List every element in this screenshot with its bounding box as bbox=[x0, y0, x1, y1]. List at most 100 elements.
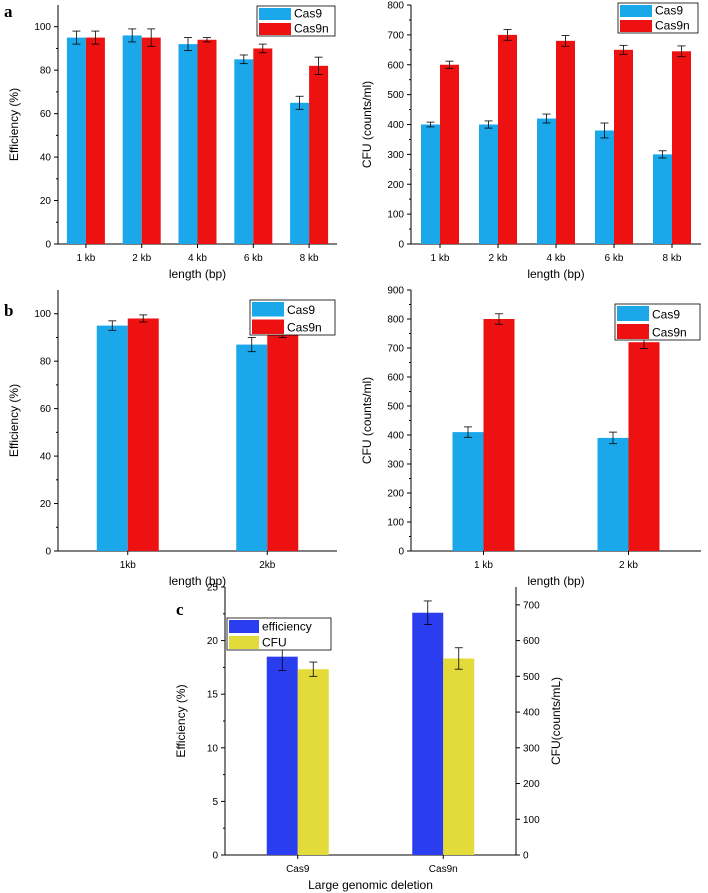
legend-swatch-cas9n bbox=[252, 319, 284, 334]
x-tick-label: 2 kb bbox=[489, 253, 508, 264]
y-tick-label: 100 bbox=[387, 518, 404, 529]
y-tick-label: 25 bbox=[207, 583, 219, 594]
x-tick-label: 4 kb bbox=[188, 253, 207, 264]
y-tick-label: 20 bbox=[40, 196, 52, 207]
legend-label-cas9n: Cas9n bbox=[652, 326, 687, 340]
x-tick-label: 6 kb bbox=[605, 253, 624, 264]
y-tick-label: 500 bbox=[387, 90, 404, 101]
bar-cas9n-3 bbox=[253, 48, 273, 244]
y-tick-label: 600 bbox=[387, 60, 404, 71]
x-tick-label: 8 kb bbox=[300, 253, 319, 264]
x-tick-label: Cas9n bbox=[429, 864, 458, 875]
bar-cas9n-4 bbox=[672, 51, 691, 245]
x-axis-label: length (bp) bbox=[169, 574, 226, 588]
chart-a-efficiency: 0 20 40 60 80 100 1 kb 2 kb 4 kb 6 kb 8 kb length (… bbox=[7, 5, 337, 281]
y-tick-label: 0 bbox=[212, 851, 218, 862]
bar-cas9-3 bbox=[595, 130, 614, 244]
x-tick-label: 6 kb bbox=[244, 253, 263, 264]
legend-label-cas9: Cas9 bbox=[294, 7, 322, 21]
bar-efficiency-1 bbox=[412, 612, 444, 855]
y-tick-label: 15 bbox=[207, 690, 219, 701]
bar-cas9-3 bbox=[234, 59, 254, 245]
bar-cas9n-1 bbox=[141, 37, 161, 244]
x-tick-label: 1 kb bbox=[76, 253, 95, 264]
y-axis-label: CFU (counts/ml) bbox=[360, 81, 374, 168]
bar-cas9-1 bbox=[236, 344, 268, 551]
x-tick-label: 2kb bbox=[259, 560, 276, 571]
legend-swatch-cas9n bbox=[259, 23, 291, 35]
bar-cas9n-1 bbox=[267, 332, 299, 551]
bar-cas9n-0 bbox=[127, 318, 159, 551]
bar-cfu-1 bbox=[443, 658, 475, 855]
bar-cas9n-1 bbox=[628, 342, 660, 551]
legend-swatch-cas9 bbox=[259, 8, 291, 20]
bar-cas9n-3 bbox=[614, 49, 633, 244]
chart-c-large-deletion: 0 5 10 15 20 25 0 100 200 300 400 500 600 700 Cas9 Cas9… bbox=[174, 583, 563, 893]
panel-label-c: c bbox=[176, 600, 184, 619]
y-tick-label: 0 bbox=[45, 240, 51, 251]
bar-efficiency-0 bbox=[266, 656, 298, 855]
y-right-tick-label: 200 bbox=[523, 779, 540, 790]
y-axis-label-right: CFU(counts/mL) bbox=[549, 677, 563, 765]
bar-cas9-0 bbox=[66, 37, 86, 244]
bar-cas9n-2 bbox=[197, 39, 217, 244]
bar-cas9-4 bbox=[290, 102, 310, 244]
x-tick-label: 2 kb bbox=[619, 560, 638, 571]
y-right-tick-label: 300 bbox=[523, 743, 540, 754]
y-tick-label: 20 bbox=[40, 499, 52, 510]
y-right-tick-label: 600 bbox=[523, 636, 540, 647]
y-tick-label: 80 bbox=[40, 357, 52, 368]
legend-label-cas9: Cas9 bbox=[287, 303, 315, 317]
y-tick-label: 900 bbox=[387, 286, 404, 297]
bar-cas9n-4 bbox=[309, 65, 329, 244]
y-tick-label: 200 bbox=[387, 489, 404, 500]
y-tick-label: 100 bbox=[34, 309, 51, 320]
bar-cas9n-2 bbox=[556, 40, 575, 244]
bar-cas9-0 bbox=[452, 432, 484, 551]
y-tick-label: 800 bbox=[387, 1, 404, 12]
bar-cas9n-0 bbox=[440, 64, 459, 244]
x-tick-label: 1kb bbox=[120, 560, 137, 571]
legend-label-cas9n: Cas9n bbox=[655, 19, 690, 33]
y-axis-label: CFU (counts/ml) bbox=[360, 377, 374, 464]
legend-label-efficiency: efficiency bbox=[262, 620, 312, 634]
x-tick-label: 1 kb bbox=[474, 560, 493, 571]
chart-b-efficiency: 0 20 40 60 80 100 1kb 2kb length (bp) Efficiency … bbox=[7, 290, 337, 588]
y-tick-label: 500 bbox=[387, 402, 404, 413]
y-tick-label: 200 bbox=[387, 180, 404, 191]
legend-swatch-cas9 bbox=[620, 5, 652, 17]
y-tick-label: 20 bbox=[207, 636, 219, 647]
bar-cas9-2 bbox=[178, 44, 198, 244]
bar-cas9-1 bbox=[479, 124, 498, 244]
y-tick-label: 300 bbox=[387, 150, 404, 161]
legend-label-cas9n: Cas9n bbox=[287, 321, 322, 335]
legend-swatch-efficiency bbox=[229, 620, 259, 633]
y-axis-label: Efficiency (%) bbox=[174, 684, 188, 757]
legend-label-cfu: CFU bbox=[262, 636, 287, 650]
y-tick-label: 0 bbox=[45, 547, 51, 558]
y-tick-label: 700 bbox=[387, 30, 404, 41]
bar-cas9n-1 bbox=[498, 34, 517, 244]
legend-swatch-cas9 bbox=[617, 306, 649, 321]
y-tick-label: 40 bbox=[40, 153, 52, 164]
bar-cas9-2 bbox=[537, 118, 556, 244]
legend-label-cas9: Cas9 bbox=[655, 4, 683, 18]
y-right-tick-label: 500 bbox=[523, 672, 540, 683]
panel-label-a: a bbox=[4, 2, 13, 21]
y-tick-label: 10 bbox=[207, 743, 219, 754]
y-tick-label: 0 bbox=[398, 547, 404, 558]
bar-cfu-0 bbox=[297, 669, 329, 855]
bar-cas9-1 bbox=[597, 437, 629, 551]
y-tick-label: 60 bbox=[40, 404, 52, 415]
bar-cas9n-0 bbox=[483, 319, 515, 551]
y-right-tick-label: 0 bbox=[523, 851, 529, 862]
y-tick-label: 100 bbox=[387, 210, 404, 221]
x-axis-label: length (bp) bbox=[527, 574, 584, 588]
y-tick-label: 400 bbox=[387, 431, 404, 442]
y-tick-label: 5 bbox=[212, 797, 218, 808]
legend-swatch-cas9n bbox=[617, 324, 649, 339]
legend: efficiency CFU bbox=[226, 617, 332, 651]
y-tick-label: 700 bbox=[387, 344, 404, 355]
